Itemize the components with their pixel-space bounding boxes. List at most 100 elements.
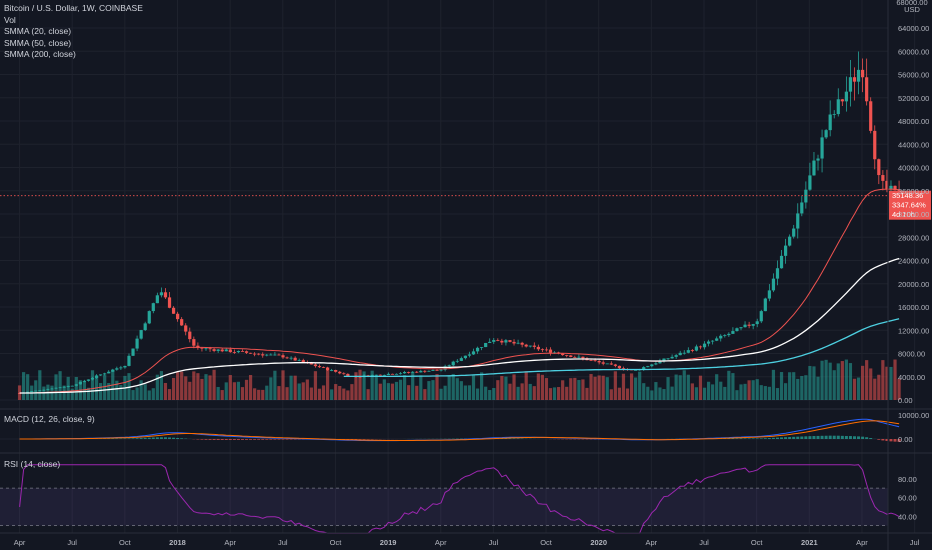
volume-bar (548, 388, 553, 400)
candle (678, 352, 682, 356)
candle (451, 361, 455, 366)
volume-bar (682, 370, 686, 400)
candle (496, 340, 500, 341)
axis-labels: Apr Jul Oct 2018 Apr Jul Oct 2019 Apr Jul Oct 2020 A… (14, 0, 930, 547)
legend-smma200[interactable]: SMMA (200, close) (4, 49, 76, 59)
candle (617, 365, 622, 369)
volume-bar (662, 389, 666, 400)
candle (228, 349, 232, 353)
candle (184, 325, 188, 332)
last-price-badge-label: 35148.36 (892, 191, 923, 200)
candle (281, 355, 285, 358)
volume-bar (321, 385, 326, 400)
macd-title[interactable]: MACD (12, 26, close, 9) (4, 414, 95, 424)
candle (127, 355, 131, 366)
volume-bar (897, 378, 901, 400)
volume-bar (617, 387, 622, 400)
volume-bar (767, 386, 771, 400)
macd-histogram-bar (127, 438, 131, 439)
candle (715, 338, 719, 341)
macd-histogram-bar (253, 439, 257, 440)
volume-bar (362, 371, 366, 400)
volume-bar (317, 388, 322, 400)
candle (70, 385, 74, 387)
candle (232, 352, 236, 353)
candle (690, 350, 694, 351)
candle (609, 363, 613, 365)
candle (171, 307, 176, 314)
macd-histogram-bar (168, 437, 172, 439)
volume-bar (561, 380, 565, 400)
volume-bar (402, 375, 407, 400)
volume-bar (143, 384, 147, 400)
macd-tick-label: 10000.00 (898, 411, 929, 420)
candle (702, 343, 707, 348)
price-tick-label: 44000.00 (898, 140, 929, 149)
volume-bar (378, 383, 382, 400)
candle (50, 388, 54, 390)
candle (893, 185, 897, 191)
volume-bar (204, 374, 208, 400)
volume-bar (763, 386, 767, 400)
volume-bar (370, 370, 374, 400)
candle (192, 339, 196, 346)
legend-smma50[interactable]: SMMA (50, close) (4, 37, 72, 48)
volume-bar (625, 388, 630, 400)
rsi-pane (0, 464, 900, 534)
candle (269, 354, 273, 356)
macd-histogram-bar (139, 438, 143, 439)
volume-bar (484, 386, 488, 400)
volume-bar (597, 375, 601, 400)
volume-bar (747, 380, 751, 400)
volume-bar (577, 380, 581, 400)
macd-histogram-bar (889, 439, 893, 442)
volume-bar (581, 379, 585, 400)
candle (767, 290, 771, 299)
volume-bar (342, 388, 346, 400)
volume-bar (528, 383, 532, 400)
candle (439, 369, 443, 371)
candle (654, 363, 658, 365)
candle (500, 340, 504, 343)
candle (374, 374, 378, 376)
volume-bar (103, 375, 107, 400)
candle (666, 358, 670, 360)
volume-bar (309, 387, 313, 400)
rsi-title[interactable]: RSI (14, close) (4, 459, 61, 469)
rsi-line (19, 464, 900, 534)
candle (82, 380, 86, 382)
macd-histogram-bar (155, 437, 159, 439)
macd-histogram-bar (844, 435, 848, 439)
macd-histogram-bar (865, 437, 869, 439)
macd-histogram-bar (820, 435, 824, 439)
volume-bar (244, 379, 249, 400)
macd-histogram-bar (852, 436, 856, 439)
volume-bar (431, 380, 435, 400)
volume-bar (828, 362, 832, 400)
macd-histogram-bar (796, 436, 800, 439)
candle (34, 390, 38, 392)
macd-histogram-bar (832, 435, 836, 439)
candle (244, 351, 249, 353)
volume-bar (127, 373, 131, 400)
volume-bar (565, 386, 569, 400)
volume-bar (488, 390, 492, 400)
volume-bar (386, 383, 390, 400)
price-tick-label: 28000.00 (898, 233, 929, 242)
candle (788, 236, 792, 246)
time-tick-label: Apr (646, 538, 658, 547)
candle (597, 361, 601, 363)
volume-bar (261, 389, 265, 400)
symbol-title[interactable]: Bitcoin / U.S. Dollar, 1W, COINBASE (4, 3, 143, 13)
macd-histogram-bar (269, 439, 273, 440)
volume-bar (739, 384, 743, 400)
candle (398, 373, 403, 375)
volume-bar (613, 371, 617, 400)
legend-vol[interactable]: Vol (4, 14, 16, 25)
time-tick-label: Apr (14, 538, 26, 547)
candle (224, 349, 228, 352)
volume-bar (869, 368, 873, 400)
volume-bar (285, 387, 289, 400)
legend-smma20[interactable]: SMMA (20, close) (4, 26, 72, 36)
